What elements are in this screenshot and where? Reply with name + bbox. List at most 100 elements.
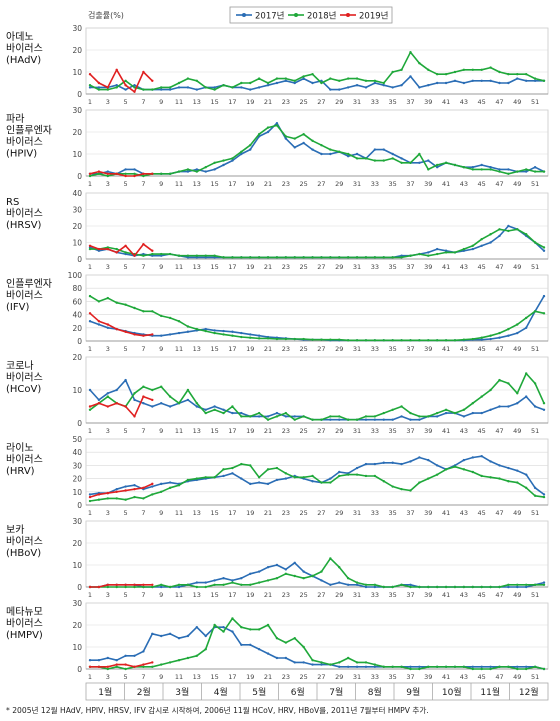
- data-point: [151, 493, 154, 496]
- x-tick-label: 23: [282, 98, 290, 106]
- data-point: [418, 339, 421, 342]
- data-point: [222, 256, 225, 259]
- x-tick-label: 37: [406, 98, 414, 106]
- data-point: [346, 656, 350, 660]
- data-point: [222, 333, 225, 336]
- data-point: [186, 656, 190, 660]
- data-point: [302, 133, 305, 136]
- x-tick-label: 51: [531, 98, 539, 106]
- data-point: [195, 88, 199, 91]
- x-tick-label: 27: [317, 591, 325, 599]
- x-tick-label: 35: [389, 509, 397, 517]
- x-tick-label: 51: [531, 263, 539, 271]
- data-point: [418, 161, 421, 164]
- x-tick-label: 3: [106, 591, 110, 599]
- data-point: [168, 661, 172, 664]
- x-tick-label: 47: [495, 345, 503, 353]
- x-tick-label: 41: [442, 427, 450, 435]
- month-label: 8월: [368, 686, 382, 698]
- data-point: [373, 663, 377, 666]
- x-tick-label: 51: [531, 509, 539, 517]
- data-point: [204, 411, 207, 415]
- x-tick-label: 31: [353, 180, 361, 188]
- x-tick-label: 29: [335, 180, 343, 188]
- data-point: [195, 405, 199, 408]
- data-point: [213, 623, 216, 627]
- x-tick-label: 19: [246, 427, 254, 435]
- data-point: [284, 415, 288, 418]
- data-point: [507, 224, 510, 228]
- data-point: [240, 152, 243, 156]
- data-point: [257, 415, 261, 418]
- data-point: [489, 233, 492, 236]
- data-point: [115, 86, 118, 89]
- data-point: [115, 251, 118, 254]
- x-tick-label: 33: [371, 673, 379, 681]
- x-tick-label: 7: [141, 263, 145, 271]
- data-point: [195, 626, 199, 629]
- x-tick-label: 47: [495, 427, 503, 435]
- series-line-hmpv-1: [90, 617, 545, 670]
- data-point: [106, 247, 110, 251]
- x-tick-label: 7: [141, 673, 145, 681]
- data-point: [186, 325, 190, 328]
- x-tick-label: 17: [228, 427, 236, 435]
- legend-label-0: 2017년: [255, 11, 284, 22]
- data-point: [115, 665, 118, 668]
- data-point: [106, 88, 110, 91]
- x-tick-label: 25: [300, 509, 308, 517]
- data-point: [293, 79, 296, 83]
- data-point: [311, 139, 314, 142]
- data-point: [293, 137, 296, 140]
- panel-frame-ifv: [85, 274, 549, 342]
- x-tick-label: 39: [424, 427, 432, 435]
- data-point: [462, 81, 466, 85]
- data-point: [507, 334, 510, 337]
- data-point: [213, 161, 216, 164]
- data-point: [266, 566, 270, 569]
- data-point: [88, 84, 92, 87]
- series-line-hcov-2: [89, 395, 153, 418]
- data-point: [364, 585, 368, 589]
- data-point: [222, 329, 225, 333]
- x-tick-label: 17: [228, 509, 236, 517]
- data-point: [355, 418, 359, 421]
- data-point: [462, 665, 466, 668]
- data-point: [240, 477, 243, 480]
- data-point: [435, 415, 439, 418]
- data-point: [249, 81, 252, 85]
- data-point: [133, 168, 136, 171]
- data-point: [240, 626, 243, 629]
- data-point: [391, 157, 394, 160]
- data-point: [516, 583, 519, 586]
- data-point: [346, 86, 350, 89]
- data-point: [249, 256, 252, 259]
- data-point: [489, 166, 492, 169]
- x-tick-label: 51: [531, 345, 539, 353]
- data-point: [427, 251, 430, 254]
- x-tick-label: 5: [124, 591, 128, 599]
- data-point: [489, 585, 492, 589]
- x-tick-label: 41: [442, 345, 450, 353]
- data-point: [275, 337, 279, 341]
- data-point: [88, 495, 92, 499]
- data-point: [151, 485, 154, 488]
- month-label: 6월: [291, 686, 305, 698]
- virus-label-hmpv: (HMPV): [6, 630, 43, 641]
- data-point: [204, 476, 207, 479]
- data-point: [338, 415, 341, 418]
- x-tick-label: 15: [210, 98, 218, 106]
- data-point: [142, 663, 145, 666]
- data-point: [489, 241, 492, 244]
- data-point: [231, 86, 234, 89]
- data-point: [133, 392, 136, 395]
- data-point: [507, 168, 510, 171]
- data-point: [177, 637, 181, 640]
- x-tick-label: 27: [317, 509, 325, 517]
- y-tick-label: 10: [72, 488, 82, 497]
- data-point: [195, 654, 199, 657]
- x-tick-label: 39: [424, 345, 432, 353]
- data-point: [293, 81, 296, 85]
- x-tick-label: 45: [478, 98, 486, 106]
- y-axis-label: 검출률(%): [88, 10, 124, 20]
